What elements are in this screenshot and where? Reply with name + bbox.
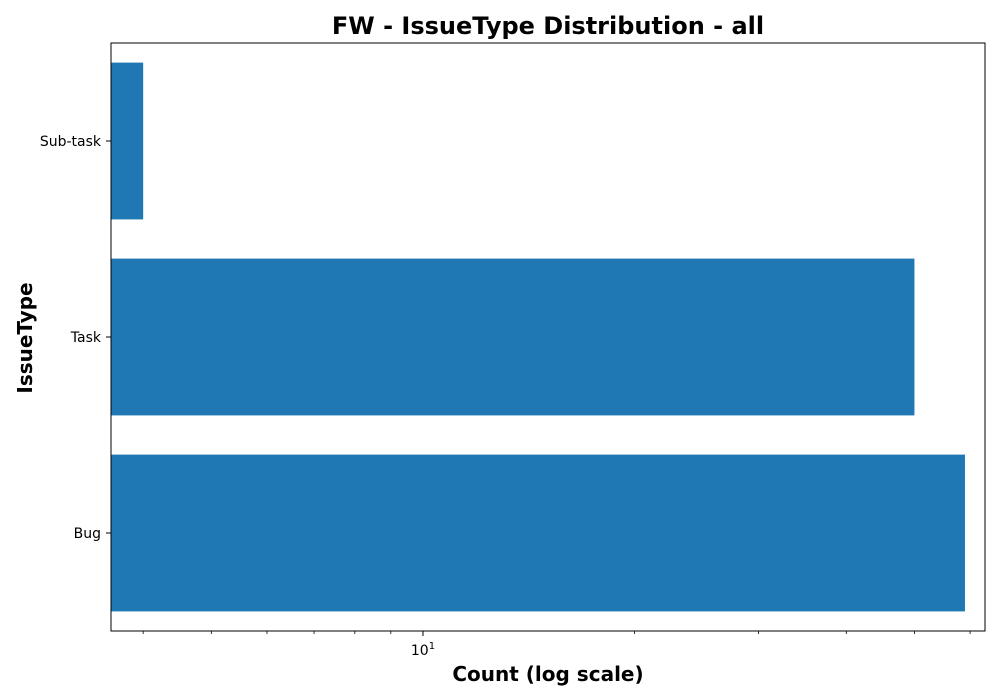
y-tick-label: Sub-task <box>40 134 102 150</box>
y-tick-label: Bug <box>74 526 101 542</box>
bar-sub-task <box>111 62 144 220</box>
y-axis-label: IssueType <box>13 282 37 393</box>
y-axis-ticks: Sub-task Task Bug <box>40 134 111 542</box>
x-axis-label: Count (log scale) <box>452 662 643 686</box>
x-tick-label: 101 <box>411 641 435 659</box>
y-tick-label: Task <box>70 330 102 346</box>
bar-bug <box>111 454 965 612</box>
bars-layer <box>111 62 965 612</box>
bar-task <box>111 258 915 416</box>
x-axis-ticks: 101 <box>142 631 971 659</box>
chart-title: FW - IssueType Distribution - all <box>332 12 764 40</box>
